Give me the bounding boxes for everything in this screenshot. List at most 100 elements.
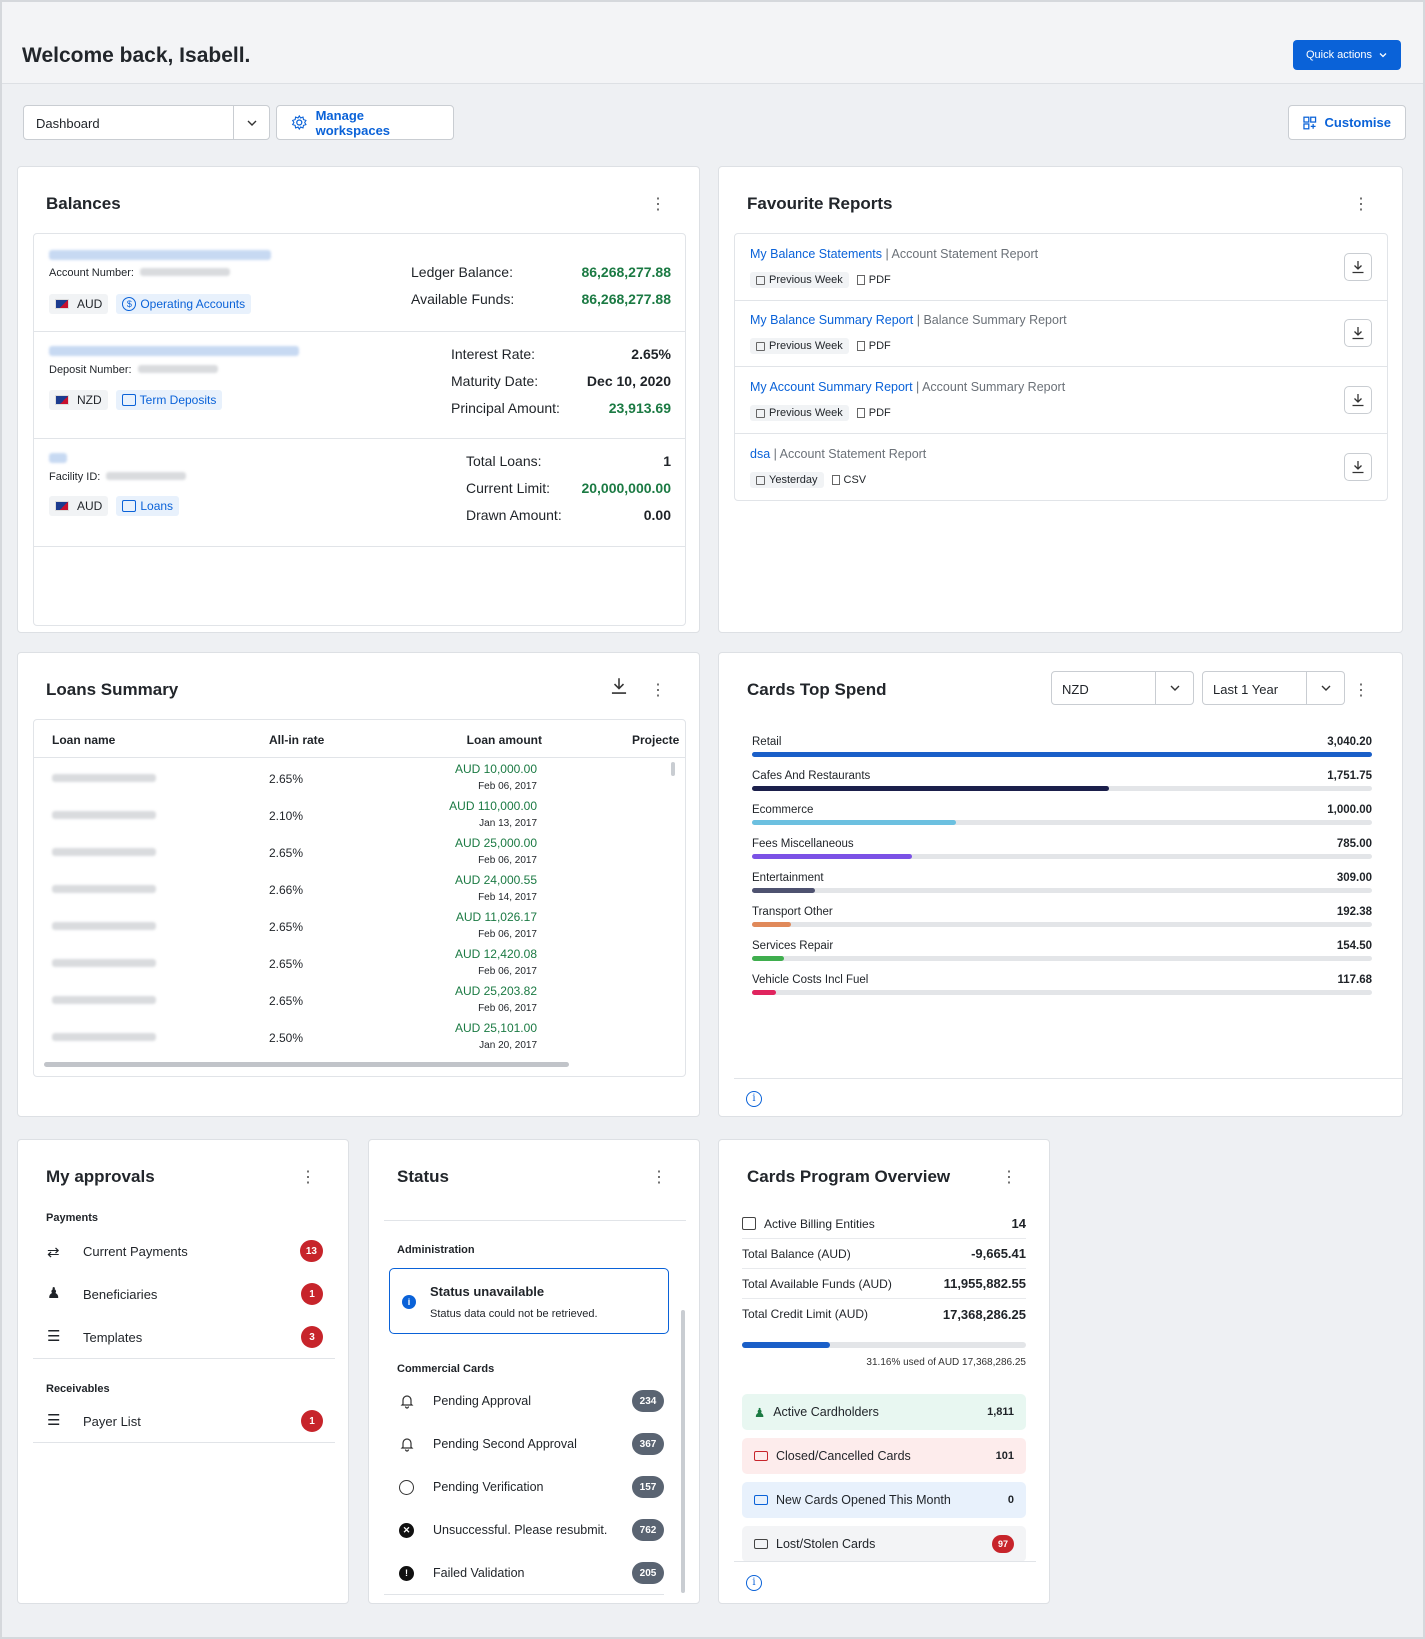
report-format: PDF: [868, 407, 891, 419]
horizontal-scrollbar[interactable]: [44, 1062, 569, 1067]
value-amount: 86,268,277.88: [581, 291, 671, 307]
credit-usage-text: 31.16% used of AUD 17,368,286.25: [866, 1357, 1026, 1368]
table-row[interactable]: 2.65% AUD 10,000.00 Feb 06, 2017: [34, 760, 671, 797]
account-name-redacted: [49, 453, 67, 463]
cards-program-card: Cards Program Overview Active Billing En…: [718, 1139, 1050, 1604]
report-meta: Previous Week PDF: [750, 405, 891, 421]
more-options-icon[interactable]: [651, 1170, 663, 1186]
cards-top-spend-title: Cards Top Spend: [747, 680, 887, 699]
chevron-down-icon[interactable]: [1306, 672, 1344, 704]
table-row[interactable]: 2.65% AUD 11,026.17 Feb 06, 2017: [34, 908, 671, 945]
currency-chip: NZD: [49, 390, 108, 410]
deposit-number-redacted: [137, 365, 218, 373]
report-item[interactable]: dsa | Account Statement Report Yesterday…: [735, 434, 1387, 500]
table-row[interactable]: 2.66% AUD 24,000.55 Feb 14, 2017: [34, 871, 671, 908]
more-options-icon[interactable]: [300, 1170, 312, 1186]
count-badge: 367: [632, 1433, 664, 1455]
workspace-select[interactable]: Dashboard: [23, 105, 270, 140]
spend-row: Fees Miscellaneous 785.00: [752, 838, 1372, 868]
tile-value: 101: [995, 1450, 1014, 1462]
chevron-down-icon[interactable]: [1155, 672, 1193, 704]
list-item[interactable]: ♟ Beneficiaries 1: [33, 1273, 335, 1316]
download-icon[interactable]: [1344, 453, 1372, 481]
vertical-scrollbar[interactable]: [671, 762, 675, 776]
loan-rate: 2.65%: [269, 846, 304, 860]
count-badge: 1: [301, 1410, 323, 1432]
calendar-icon: [756, 408, 765, 418]
my-approvals-card: My approvals Payments ⇄ Current Payments…: [17, 1139, 349, 1604]
spend-value: 192.38: [1336, 906, 1372, 918]
more-options-icon[interactable]: [1001, 1170, 1013, 1186]
info-icon[interactable]: i: [746, 1575, 762, 1591]
account-values: Total Loans: 1 Current Limit: 20,000,000.0…: [466, 453, 671, 523]
column-header[interactable]: Loan name: [52, 733, 116, 747]
more-options-icon[interactable]: [650, 197, 662, 213]
customise-button[interactable]: Customise: [1288, 105, 1406, 140]
table-row[interactable]: 2.50% AUD 25,101.00 Jan 20, 2017: [34, 1019, 671, 1056]
spend-label: Ecommerce: [752, 804, 814, 816]
section-heading: Payments: [46, 1212, 98, 1224]
more-options-icon[interactable]: [650, 683, 662, 699]
info-icon[interactable]: i: [746, 1091, 762, 1107]
spend-row: Transport Other 192.38: [752, 906, 1372, 936]
table-row[interactable]: 2.65% AUD 25,203.82 Feb 06, 2017: [34, 982, 671, 1019]
report-item[interactable]: My Account Summary Report | Account Summ…: [735, 367, 1387, 434]
balance-account[interactable]: Deposit Number: NZD Term Deposits Intere…: [34, 332, 685, 439]
tile-new-cards[interactable]: New Cards Opened This Month 0: [742, 1482, 1026, 1518]
status-label: Pending Verification: [433, 1480, 544, 1494]
report-item[interactable]: My Balance Statements | Account Statemen…: [735, 234, 1387, 301]
download-icon[interactable]: [610, 677, 628, 700]
x-circle-icon: ✕: [399, 1523, 414, 1538]
status-item[interactable]: Pending Verification 157: [384, 1466, 664, 1509]
card-cancel-icon: [754, 1451, 768, 1461]
cards-top-spend-card: Cards Top Spend NZD Last 1 Year Retail 3,…: [718, 652, 1403, 1117]
account-type-chip[interactable]: $ Operating Accounts: [116, 294, 252, 314]
status-item[interactable]: ✕ Unsuccessful. Please resubmit. 762: [384, 1509, 664, 1552]
list-item[interactable]: ⇄ Current Payments 13: [33, 1230, 335, 1273]
download-icon[interactable]: [1344, 319, 1372, 347]
table-row[interactable]: 2.65% AUD 25,000.00 Feb 06, 2017: [34, 834, 671, 871]
report-name-link[interactable]: dsa: [750, 447, 771, 461]
report-heading: My Balance Summary Report | Balance Summ…: [750, 313, 1067, 327]
account-values: Interest Rate: 2.65% Maturity Date: Dec 10…: [451, 346, 671, 416]
account-type-chip[interactable]: Term Deposits: [115, 390, 223, 410]
table-row[interactable]: 2.10% AUD 110,000.00 Jan 13, 2017: [34, 797, 671, 834]
loan-name-redacted: [52, 996, 156, 1004]
manage-workspaces-button[interactable]: Manage workspaces: [276, 105, 454, 140]
loan-name-redacted: [52, 885, 156, 893]
period-select[interactable]: Last 1 Year: [1202, 671, 1345, 705]
section-heading: Receivables: [46, 1383, 110, 1395]
download-icon[interactable]: [1344, 253, 1372, 281]
report-name-link[interactable]: My Balance Statements: [750, 247, 883, 261]
report-item[interactable]: My Balance Summary Report | Balance Summ…: [735, 301, 1387, 367]
more-options-icon[interactable]: [1353, 197, 1365, 213]
spend-label: Services Repair: [752, 940, 834, 952]
column-header[interactable]: Loan amount: [466, 733, 542, 747]
period-chip: Yesterday: [750, 472, 824, 488]
loan-date: Feb 06, 2017: [478, 781, 537, 792]
spend-label: Transport Other: [752, 906, 833, 918]
vertical-scrollbar[interactable]: [681, 1310, 685, 1593]
list-item[interactable]: ☰ Payer List 1: [33, 1399, 335, 1443]
status-item[interactable]: ! Failed Validation 205: [384, 1552, 664, 1595]
column-header[interactable]: Projecte: [632, 733, 680, 747]
more-options-icon[interactable]: [1353, 683, 1365, 699]
quick-actions-button[interactable]: Quick actions: [1293, 40, 1401, 70]
count-badge: 205: [632, 1562, 664, 1584]
list-item[interactable]: ☰ Templates 3: [33, 1316, 335, 1359]
column-header[interactable]: All-in rate: [269, 733, 325, 747]
status-item[interactable]: Pending Approval 234: [384, 1380, 664, 1423]
currency-select[interactable]: NZD: [1051, 671, 1194, 705]
tile-closed-cards[interactable]: Closed/Cancelled Cards 101: [742, 1438, 1026, 1474]
report-name-link[interactable]: My Account Summary Report: [750, 380, 913, 394]
report-name-link[interactable]: My Balance Summary Report: [750, 313, 914, 327]
tile-active-cardholders[interactable]: ♟ Active Cardholders 1,811: [742, 1394, 1026, 1430]
balance-account[interactable]: Account Number: AUD $ Operating Accounts …: [34, 234, 685, 332]
account-type-chip[interactable]: Loans: [116, 496, 180, 516]
tile-lost-stolen-cards[interactable]: Lost/Stolen Cards 97: [742, 1526, 1026, 1562]
balance-account[interactable]: Facility ID: AUD Loans Total Loans: 1 Cur…: [34, 439, 685, 547]
table-row[interactable]: 2.65% AUD 12,420.08 Feb 06, 2017: [34, 945, 671, 982]
status-item[interactable]: Pending Second Approval 367: [384, 1423, 664, 1466]
download-icon[interactable]: [1344, 386, 1372, 414]
chevron-down-icon[interactable]: [233, 106, 269, 139]
